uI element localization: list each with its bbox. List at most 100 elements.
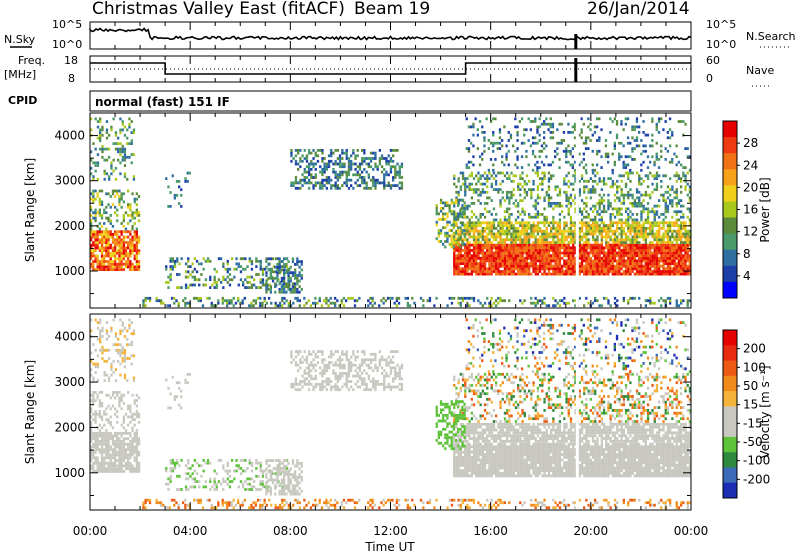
power-cell [289, 304, 293, 308]
power-cell [536, 267, 540, 271]
power-cell [521, 227, 524, 230]
power-cell [552, 207, 555, 211]
power-cell [653, 238, 656, 242]
power-cell [490, 249, 493, 252]
power-cell [111, 249, 115, 252]
power-cell [508, 177, 511, 180]
power-cell [283, 288, 286, 291]
power-cell [488, 256, 491, 260]
power-cell [329, 296, 332, 300]
power-cell [239, 257, 243, 261]
power-cell [622, 259, 625, 263]
power-cell [285, 299, 288, 303]
power-cell [538, 133, 541, 137]
power-cell [319, 181, 322, 185]
power-cell [228, 299, 231, 303]
power-cell [103, 246, 106, 250]
power-cell [624, 232, 628, 236]
power-cell [464, 238, 467, 242]
power-cell [501, 139, 504, 142]
power-cell [550, 259, 553, 263]
power-cell [658, 199, 661, 202]
power-cell [538, 149, 541, 153]
power-cell [638, 190, 641, 194]
power-cell [547, 185, 551, 189]
power-cell [455, 264, 458, 268]
power-cell [569, 259, 573, 263]
power-cell [517, 227, 520, 230]
power-cell [387, 181, 390, 185]
power-cell [514, 251, 518, 255]
power-cell [446, 215, 449, 219]
power-cell [523, 251, 526, 255]
power-cell [503, 199, 507, 202]
power-cell [644, 259, 647, 263]
power-cell [528, 251, 531, 255]
power-cell [607, 270, 610, 273]
power-cell [680, 229, 683, 233]
power-cell [336, 178, 339, 182]
power-cell [253, 278, 256, 282]
power-cell [558, 122, 561, 126]
power-cell [241, 299, 244, 303]
power-cell [497, 301, 500, 305]
power-cell [111, 254, 115, 258]
power-cell [259, 281, 262, 284]
power-cell [129, 214, 132, 217]
power-cell [615, 120, 619, 123]
power-cell [490, 199, 493, 202]
power-cell [517, 246, 520, 250]
power-cell [301, 184, 304, 187]
power-cell [358, 168, 362, 171]
power-cell [523, 141, 526, 145]
power-cell [572, 243, 575, 247]
power-cell [521, 270, 524, 273]
power-cell [536, 238, 540, 242]
power-cell [107, 233, 110, 236]
power-cell [574, 224, 577, 227]
power-cell [669, 193, 672, 197]
power-cell [529, 144, 532, 148]
power-cell [261, 304, 264, 308]
power-cell [552, 227, 555, 230]
power-cell [589, 262, 592, 265]
power-cell [574, 229, 577, 233]
power-cell [552, 246, 555, 250]
power-cell [193, 296, 196, 300]
power-cell [673, 221, 676, 225]
power-cell [563, 272, 566, 276]
power-cell [446, 240, 449, 243]
power-cell [305, 154, 309, 158]
power-cell [583, 272, 586, 276]
power-cell [635, 227, 639, 230]
power-cell [452, 245, 455, 249]
power-cell [547, 246, 551, 250]
power-cell [503, 229, 507, 233]
power-cell [474, 117, 477, 121]
power-cell [499, 264, 502, 268]
power-cell [98, 265, 101, 269]
power-cell [334, 301, 337, 305]
power-cell [662, 246, 665, 250]
power-cell [629, 259, 632, 263]
power-cell [600, 199, 603, 202]
power-cell [629, 238, 632, 242]
power-cell [539, 246, 542, 250]
power-cell [503, 259, 507, 263]
power-cell [567, 131, 570, 134]
power-cell [596, 249, 599, 252]
power-cell [470, 243, 473, 247]
power-cell [682, 166, 685, 169]
power-cell [369, 296, 372, 300]
power-cell [380, 157, 384, 160]
power-cell [565, 270, 568, 273]
power-cell [587, 256, 590, 260]
power-cell [669, 202, 672, 205]
velocity-cell [109, 464, 112, 468]
power-cell [283, 265, 286, 268]
power-cell [330, 159, 333, 163]
power-cell [127, 262, 130, 266]
power-cell [554, 272, 557, 276]
power-cell [116, 189, 119, 193]
power-cell [530, 215, 533, 219]
